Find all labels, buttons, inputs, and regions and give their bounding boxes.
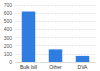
svg-text:500: 500 [4,18,13,24]
svg-text:300: 300 [4,35,13,41]
svg-text:200: 200 [4,43,13,49]
svg-text:400: 400 [4,26,13,32]
svg-text:DVA: DVA [78,64,89,70]
svg-text:0: 0 [9,59,12,65]
svg-text:600: 600 [4,10,13,16]
svg-text:700: 700 [4,2,13,8]
svg-text:Bulk bill: Bulk bill [20,64,37,70]
svg-text:100: 100 [4,51,13,57]
svg-text:Other: Other [49,64,62,70]
